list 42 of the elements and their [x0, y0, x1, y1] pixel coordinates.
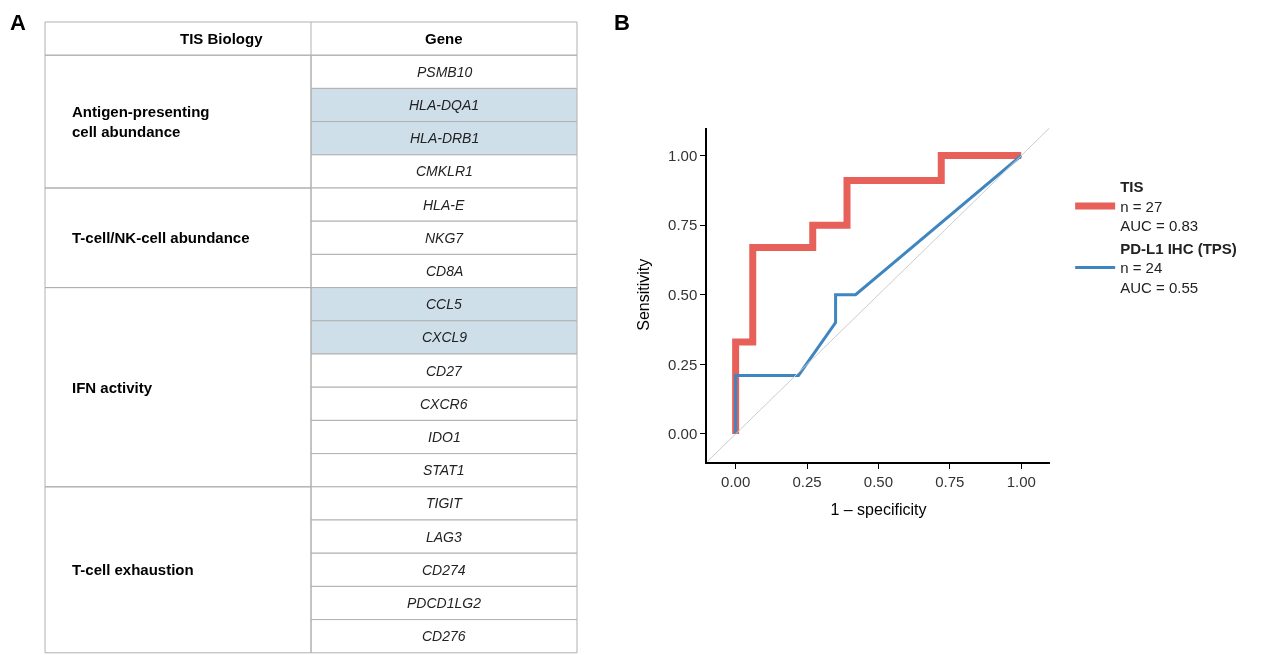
category-label: TIS Biology	[180, 30, 264, 47]
text: NKG7	[425, 230, 464, 246]
text: CXCR6	[420, 396, 468, 412]
text: HLA-DRB1	[410, 130, 480, 146]
chart-title: B	[614, 10, 630, 35]
text: LAG3	[426, 529, 462, 545]
text: HLA-E	[423, 197, 465, 213]
text: IDO1	[428, 429, 461, 445]
x-tick-label: 0.75	[935, 472, 965, 490]
category-label: Gene	[425, 30, 463, 47]
text: CMKLR1	[416, 163, 473, 179]
x-tick-label: 0.50	[863, 472, 894, 490]
text: IFN activity	[72, 379, 153, 396]
text: T-cell exhaustion	[72, 561, 194, 578]
text: CD27	[426, 363, 462, 379]
text: A	[10, 10, 26, 35]
y-tick-label: 0.00	[668, 425, 698, 443]
text: CD276	[422, 628, 466, 644]
y-tick-label: 1.00	[668, 146, 698, 164]
text: n = 24 AUC = 0.55	[1120, 259, 1199, 296]
text: HLA-DQA1	[409, 97, 480, 113]
text: TIS	[1120, 178, 1144, 196]
y-axis-title: Sensitivity	[634, 258, 652, 331]
x-tick-label: 0.25	[792, 472, 822, 490]
text: Antigen-presenting cell abundance	[72, 103, 210, 140]
text: T-cell/NK-cell abundance	[72, 229, 250, 246]
y-tick-label: 0.75	[668, 216, 698, 234]
y-tick-label: 0.50	[668, 286, 698, 304]
text: PSMB10	[417, 64, 473, 80]
text: CD8A	[426, 263, 464, 279]
y-tick-label: 0.25	[668, 355, 698, 373]
text: PDCD1LG2	[407, 595, 481, 611]
text: STAT1	[423, 462, 465, 478]
x-tick-label: 0.00	[721, 472, 751, 490]
text: PD-L1 IHC (TPS)	[1120, 239, 1237, 257]
text: n = 27 AUC = 0.83	[1120, 197, 1199, 235]
x-tick-label: 1.00	[1006, 472, 1036, 490]
x-axis-title: 1 – specificity	[830, 500, 927, 518]
text: CD274	[422, 562, 466, 578]
text: CXCL9	[422, 329, 468, 345]
text: CCL5	[426, 296, 462, 312]
text: TIGIT	[426, 495, 462, 511]
